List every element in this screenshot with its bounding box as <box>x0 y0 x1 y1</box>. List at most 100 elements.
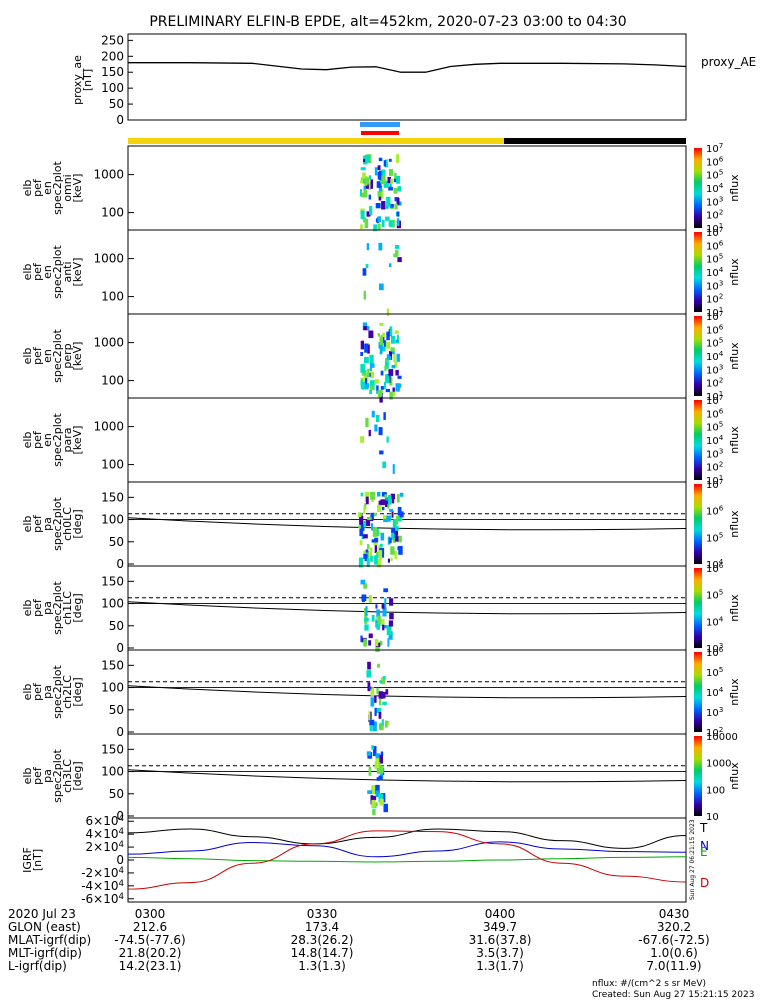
heatmap-cell <box>370 385 374 391</box>
heatmap-cell <box>380 765 384 774</box>
colorbar-tick: 106 <box>706 645 724 659</box>
heatmap-cell <box>380 386 384 390</box>
ylabel-line: elb <box>21 600 34 617</box>
heatmap-cell <box>372 809 376 816</box>
heatmap-cell <box>373 224 377 232</box>
ylabel-line: spec2plot <box>51 161 64 215</box>
heatmap-cell <box>375 604 378 609</box>
heatmap-cell <box>385 720 388 728</box>
heatmap-cell <box>382 506 385 511</box>
ylabel-line: elb <box>21 348 34 365</box>
colorbar-tick: 105 <box>706 168 723 182</box>
heatmap-cell <box>363 189 368 198</box>
heatmap-cell <box>369 719 375 726</box>
heatmap-cell <box>392 464 395 474</box>
panel-frame <box>127 649 687 735</box>
ytick-label: 4×104 <box>86 827 124 841</box>
heatmap-cell <box>397 375 402 379</box>
heatmap-cell <box>369 366 372 372</box>
heatmap-cell <box>392 387 395 393</box>
ytick-label: 0 <box>116 557 124 571</box>
colorbar-tick: 103 <box>706 194 723 208</box>
heatmap-cell <box>364 356 369 364</box>
heatmap-cell <box>375 414 380 422</box>
heatmap-cell <box>380 771 383 780</box>
footer-value: 1.3(1.3) <box>298 959 346 973</box>
ytick-label: 0 <box>116 725 124 739</box>
ylabel-line: [keV] <box>71 258 84 287</box>
ylabel-line: elb <box>21 768 34 785</box>
ylabel-proxy-ae: proxy_ae[nT] <box>71 55 94 105</box>
heatmap-cell <box>391 391 396 397</box>
ytick-label: 6×104 <box>86 814 124 828</box>
ylabel-line: elb <box>21 432 34 449</box>
colorbar-tick: 105 <box>706 252 723 266</box>
heatmap-cell <box>376 385 379 394</box>
igrf-series-T <box>127 828 687 849</box>
ytick-label: -4×104 <box>81 879 124 893</box>
heatmap-cell <box>382 701 387 706</box>
heatmap-cell <box>384 180 389 188</box>
ylabel-line: spec2plot <box>51 497 64 551</box>
heatmap-cell <box>381 201 386 210</box>
colorbar <box>694 316 702 396</box>
heatmap-cell <box>376 687 379 695</box>
heatmap-cell <box>383 340 387 347</box>
heatmap-cell <box>389 326 393 336</box>
heatmap-cell <box>396 535 402 543</box>
colorbar-tick: 105 <box>706 336 723 350</box>
ylabel-line: [deg] <box>71 677 84 706</box>
footer-value: -67.6(-72.5) <box>638 933 709 947</box>
heatmap-cell <box>396 218 400 226</box>
heatmap-cell <box>365 495 369 505</box>
plot-title: PRELIMINARY ELFIN-B EPDE, alt=452km, 202… <box>149 14 626 30</box>
heatmap-cell <box>372 795 377 801</box>
colorbar-label: nflux <box>728 510 741 538</box>
heatmap-cell <box>360 579 366 585</box>
heatmap-cell <box>393 353 396 363</box>
panel-frame <box>127 145 687 231</box>
colorbar <box>694 232 702 312</box>
heatmap-cell <box>382 624 385 631</box>
heatmap-cell <box>396 197 400 205</box>
ylabel-line: ch0LC <box>61 507 74 541</box>
ylabel-line: pef <box>31 682 44 701</box>
colorbar-tick: 10000 <box>706 732 738 743</box>
colorbar-tick: 103 <box>706 362 723 376</box>
heatmap-cell <box>368 330 374 339</box>
heatmap-cell <box>367 544 370 550</box>
colorbar-tick: 103 <box>706 705 723 719</box>
heatmap-cell <box>366 519 371 527</box>
ylabel-line: spec2plot <box>51 665 64 719</box>
heatmap-cell <box>394 203 398 210</box>
panel-frame <box>127 229 687 315</box>
heatmap-cell <box>379 336 384 345</box>
ylabel-line: spec2plot <box>51 581 64 635</box>
colorbar-tick: 106 <box>706 322 724 336</box>
footer-row-label: MLT-igrf(dip) <box>8 946 82 960</box>
heatmap-cell <box>387 504 390 509</box>
loss-cone-line <box>127 517 687 531</box>
heatmap-cell <box>365 263 369 269</box>
heatmap-cell <box>376 181 382 188</box>
footer-time: 0430 <box>659 907 690 921</box>
heatmap-cell <box>393 178 397 183</box>
panel-ch2LC: elbpefpaspec2plotch2LC[deg]0501001501021… <box>21 645 741 739</box>
heatmap-cell <box>371 615 375 622</box>
heatmap-cell <box>377 165 381 170</box>
ytick-label: 50 <box>109 619 124 633</box>
heatmap-cell <box>381 189 384 199</box>
heatmap-cell <box>363 158 366 163</box>
ylabel-line: [deg] <box>71 593 84 622</box>
ylabel-line: en <box>41 349 54 363</box>
heatmap-cell <box>378 500 382 507</box>
heatmap-cell <box>368 711 371 721</box>
ytick-label: -2×104 <box>81 866 124 880</box>
heatmap-cell <box>394 330 399 334</box>
heatmap-cell <box>391 510 394 518</box>
heatmap-cell <box>370 687 375 696</box>
heatmap-cell <box>363 378 367 387</box>
heatmap-cell <box>396 383 402 388</box>
heatmap-cell <box>397 507 402 516</box>
